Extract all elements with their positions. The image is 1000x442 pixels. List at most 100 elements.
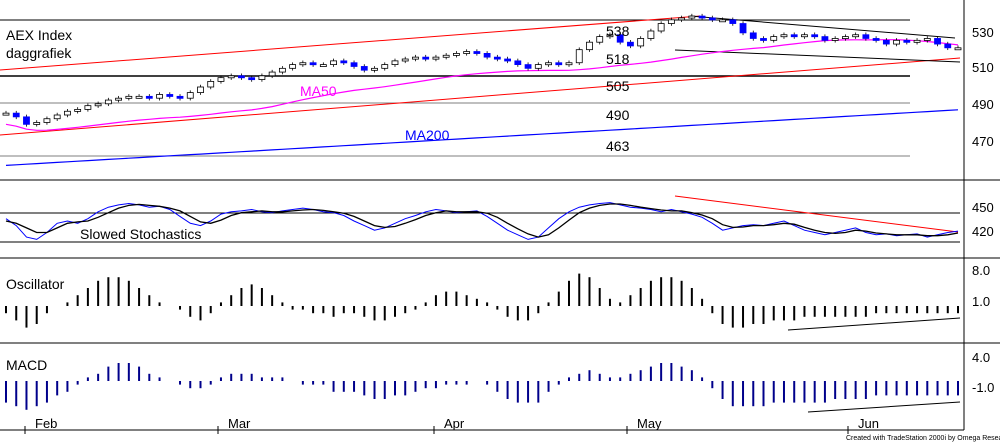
candles	[2, 13, 962, 127]
candle-body	[371, 67, 378, 71]
level-label-538: 538	[606, 23, 630, 39]
candle-body	[84, 105, 92, 110]
candle-body	[852, 34, 860, 38]
candle-body	[186, 92, 194, 99]
candle-body	[166, 94, 174, 97]
chart-subtitle: daggrafiek	[6, 45, 72, 61]
candle-body	[893, 39, 900, 45]
candle-body	[882, 39, 890, 45]
candle-body	[238, 75, 245, 79]
candle-body	[432, 56, 440, 60]
month-label: Mar	[228, 416, 251, 431]
candle-body	[104, 99, 112, 105]
candle-body	[862, 34, 870, 39]
candle-body	[749, 32, 757, 39]
footer-credit: Created with TradeStation 2000i by Omega…	[846, 434, 1000, 442]
month-label: Apr	[444, 416, 465, 431]
candle-body	[729, 19, 737, 24]
candle-body	[514, 60, 522, 65]
chart-title: AEX Index	[6, 27, 72, 43]
candle-body	[94, 103, 102, 107]
y-tick-label: 530	[972, 25, 994, 40]
candle-body	[268, 71, 276, 77]
candle-body	[23, 116, 30, 125]
candle-body	[801, 34, 808, 38]
level-label-490: 490	[606, 107, 630, 123]
candle-body	[575, 49, 583, 64]
macd-label: MACD	[6, 357, 47, 373]
channel-lower-line	[0, 57, 961, 136]
candle-body	[483, 53, 491, 58]
candle-body	[627, 41, 634, 47]
macd-bars	[5, 363, 959, 410]
candle-body	[678, 17, 686, 21]
ma50-label: MA50	[300, 83, 337, 99]
macd-tick-label: 4.0	[972, 350, 990, 365]
candle-body	[340, 60, 348, 64]
candle-body	[43, 118, 51, 123]
candle-body	[12, 112, 20, 118]
candle-body	[145, 95, 153, 99]
candle-body	[545, 62, 552, 66]
y-tick-label: 490	[972, 97, 994, 112]
candle-body	[790, 34, 798, 38]
candle-body	[227, 75, 235, 79]
candle-body	[135, 95, 143, 99]
month-label: May	[637, 416, 662, 431]
candle-body	[657, 23, 665, 32]
stoch-trend-line	[674, 195, 959, 233]
candle-body	[442, 54, 450, 58]
y-tick-label: 470	[972, 134, 994, 149]
candle-body	[780, 34, 788, 38]
candle-body	[524, 64, 532, 69]
candle-body	[412, 56, 419, 60]
candle-body	[74, 109, 82, 112]
stoch-label: Slowed Stochastics	[80, 226, 201, 242]
candle-body	[903, 39, 911, 43]
candle-body	[770, 36, 778, 41]
candle-body	[811, 34, 819, 38]
candle-body	[647, 30, 655, 39]
candle-body	[616, 34, 624, 43]
level-label-518: 518	[606, 51, 630, 67]
level-label-505: 505	[606, 78, 630, 94]
candle-body	[493, 56, 501, 60]
candle-body	[637, 38, 645, 47]
candle-body	[555, 62, 563, 66]
candle-body	[504, 58, 511, 62]
candle-body	[565, 62, 573, 66]
candle-body	[422, 56, 430, 60]
candle-body	[463, 51, 471, 54]
candle-body	[217, 77, 225, 82]
candle-body	[381, 64, 389, 69]
oscillator-bars	[5, 273, 959, 328]
candle-body	[176, 95, 184, 99]
candle-body	[53, 114, 61, 120]
candle-body	[319, 64, 327, 67]
channel-upper-line	[0, 15, 701, 71]
ma200-label: MA200	[405, 127, 450, 143]
candle-body	[760, 38, 767, 41]
y-tick-label: 510	[972, 60, 994, 75]
stoch-fast-line	[5, 202, 959, 240]
level-label-463: 463	[606, 138, 630, 154]
candle-body	[913, 39, 921, 43]
candle-body	[401, 58, 409, 62]
candle-body	[821, 36, 829, 41]
candle-body	[330, 60, 337, 65]
macd-trend-line	[807, 401, 961, 413]
month-labels: Feb Mar Apr May Jun	[24, 416, 879, 434]
candle-body	[841, 36, 849, 39]
candle-body	[534, 64, 542, 69]
osc-tick-label: 1.0	[972, 294, 990, 309]
candle-body	[606, 34, 614, 38]
candle-body	[115, 97, 123, 101]
candle-body	[309, 62, 317, 66]
candle-body	[207, 81, 215, 88]
candle-body	[934, 38, 941, 45]
osc-tick-label: 8.0	[972, 263, 990, 278]
candle-body	[954, 47, 962, 51]
candle-body	[278, 67, 286, 73]
candle-body	[391, 60, 399, 65]
